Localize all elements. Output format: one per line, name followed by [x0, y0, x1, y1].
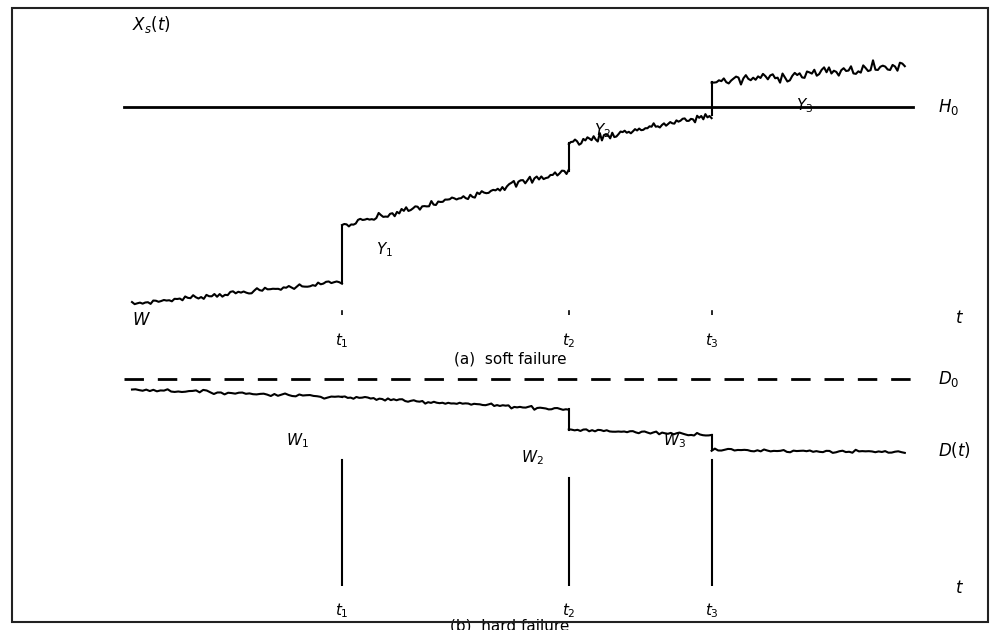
- Text: $D(t)$: $D(t)$: [938, 440, 971, 461]
- Text: $t_1$: $t_1$: [335, 331, 349, 350]
- Text: $Y_1$: $Y_1$: [376, 240, 393, 259]
- Text: $X_s(t)$: $X_s(t)$: [132, 14, 171, 35]
- Text: $W_2$: $W_2$: [521, 449, 544, 467]
- Text: $Y_3$: $Y_3$: [796, 96, 813, 115]
- Text: $W_3$: $W_3$: [663, 431, 686, 450]
- Text: $t_2$: $t_2$: [562, 601, 576, 620]
- Text: $t_2$: $t_2$: [562, 331, 576, 350]
- Text: $D_0$: $D_0$: [938, 369, 960, 389]
- Text: $W$: $W$: [132, 311, 151, 329]
- Text: $H_0$: $H_0$: [938, 97, 960, 117]
- Text: $t$: $t$: [955, 309, 964, 327]
- Text: $t_1$: $t_1$: [335, 601, 349, 620]
- Text: $Y_2$: $Y_2$: [594, 122, 611, 140]
- Text: (a)  soft failure: (a) soft failure: [454, 351, 566, 366]
- Text: $t$: $t$: [955, 580, 964, 597]
- Text: $W_1$: $W_1$: [286, 431, 308, 450]
- Text: $t_3$: $t_3$: [705, 601, 719, 620]
- Text: $t_3$: $t_3$: [705, 331, 719, 350]
- Text: (b)  hard failure: (b) hard failure: [450, 619, 570, 630]
